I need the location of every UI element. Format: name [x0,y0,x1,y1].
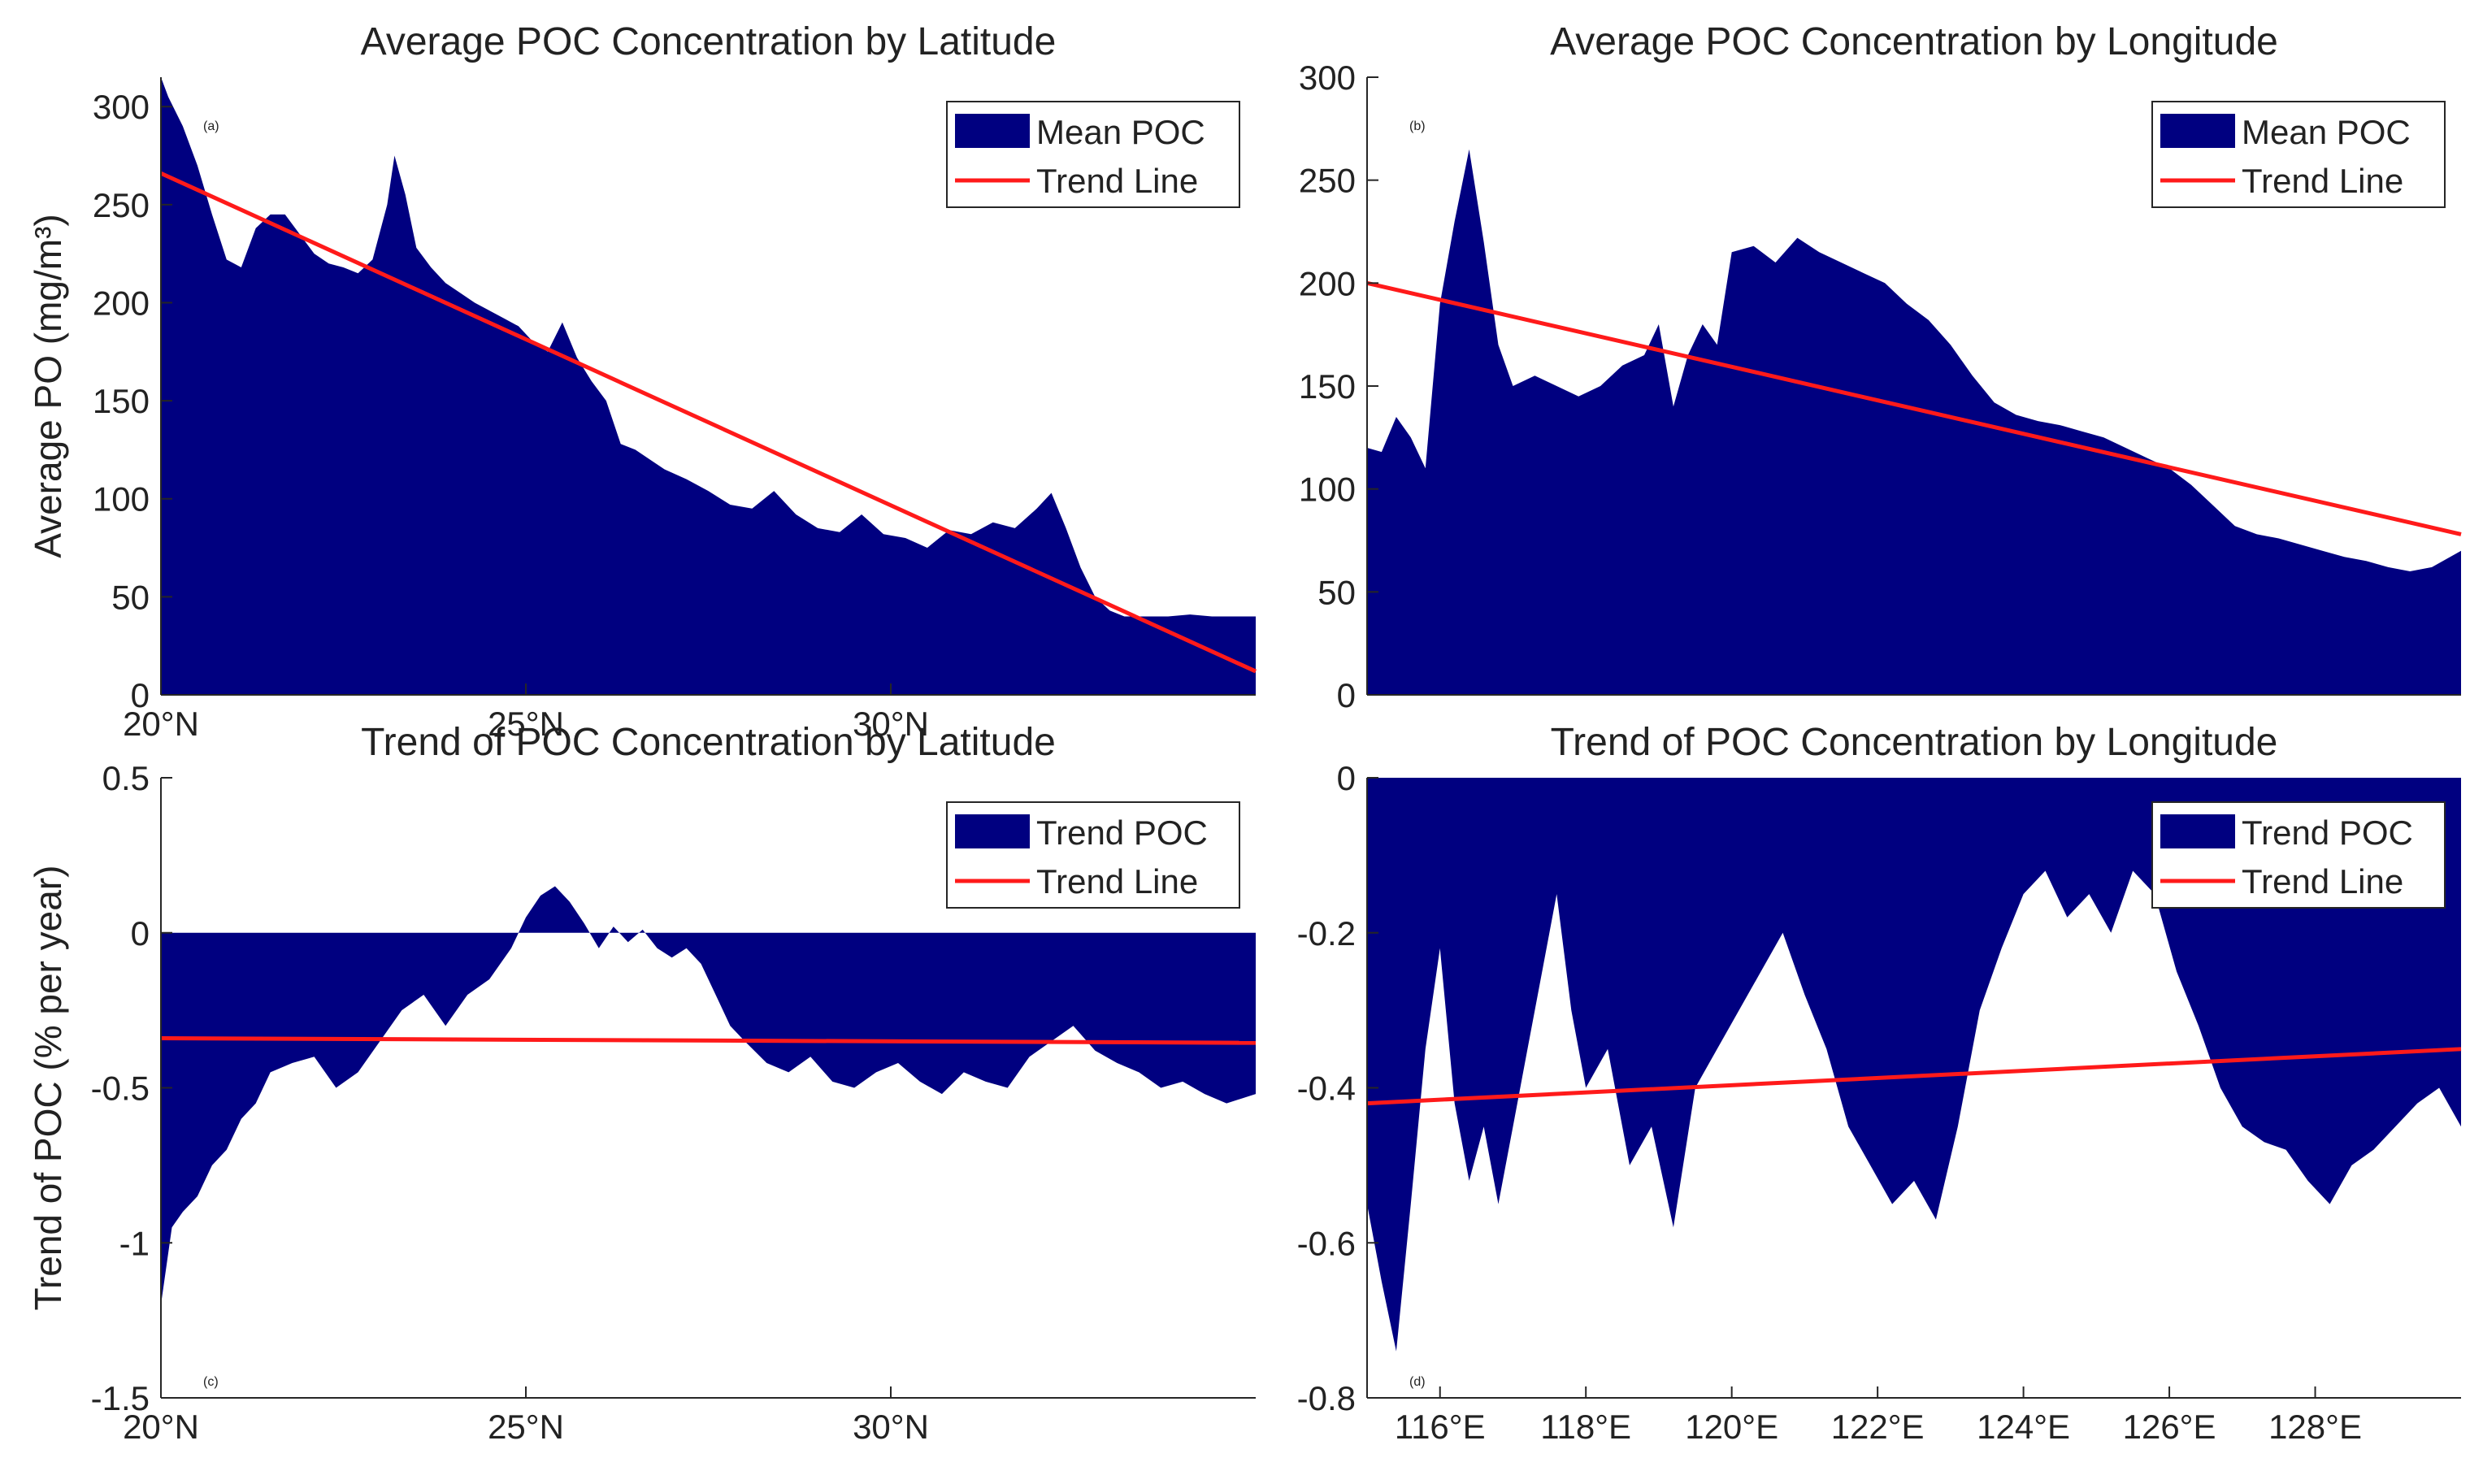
y-tick-label: 150 [93,382,150,420]
panel-label-b: (b) [1409,119,1426,133]
y-tick-label: 0 [131,914,150,952]
y-tick-label: 150 [1299,367,1356,406]
y-tick-label: 250 [1299,162,1356,200]
legend-d: Trend POC Trend Line [2151,801,2446,909]
y-tick-label: 300 [1299,59,1356,97]
trend-line-a [159,171,1257,674]
chart-title-a: Average POC Concentration by Latitude [361,20,1057,63]
legend-line-label: Trend Line [1036,162,1198,200]
x-tick-label: 30°N [853,1408,929,1446]
legend-a: Mean POC Trend Line [946,101,1240,208]
legend-area-label: Mean POC [1036,113,1205,151]
y-tick-label: 0 [1337,759,1356,797]
y-tick-label: -0.2 [1297,914,1356,952]
chart-panel-b: 0 50 100 150 200 250 300 Average POC Concentrat… [1299,20,2462,714]
panel-label-a: (a) [203,119,219,133]
y-tick-label: 300 [93,88,150,126]
panel-label-c: (c) [203,1375,219,1389]
trend-line-b [1366,280,2462,536]
chart-panel-c: -1.5 -1 -0.5 0 0.5 20°N 25°N 30°N Trend of POC C… [27,721,1257,1446]
legend-area-label: Trend POC [2242,814,2413,852]
y-tick-label: -0.8 [1297,1379,1356,1417]
x-tick-label: 116°E [1395,1408,1486,1446]
y-tick-label: 50 [1317,573,1356,611]
legend-c: Trend POC Trend Line [946,801,1240,909]
legend-line-label: Trend Line [2242,862,2403,900]
x-tick-label: 128°E [2268,1408,2362,1446]
legend-area-swatch [955,114,1030,148]
area-series-d [1367,778,2461,1352]
y-tick-label: 200 [1299,264,1356,302]
legend-area-label: Mean POC [2242,113,2411,151]
legend-area-swatch [2160,814,2235,848]
chart-title-c: Trend of POC Concentration by Latitude [361,721,1056,764]
x-tick-label: 126°E [2123,1408,2216,1446]
area-series-b [1367,149,2461,695]
legend-area-swatch [955,814,1030,848]
legend-line-label: Trend Line [1036,862,1198,900]
y-tick-label: 0 [131,676,150,714]
legend-b: Mean POC Trend Line [2151,101,2446,208]
chart-panel-a: 0 50 100 150 200 250 300 20°N 25°N 30°N Average PO… [27,20,1257,743]
legend-area-swatch [2160,114,2235,148]
x-tick-label: 120°E [1685,1408,1778,1446]
x-tick-label: 30°N [853,705,929,743]
x-tick-label: 25°N [488,1408,564,1446]
y-axis-label-c: Trend of POC (% per year) [27,866,69,1311]
y-tick-label: -1.5 [91,1379,150,1417]
y-tick-label: -0.4 [1297,1070,1356,1108]
y-axis-label-a: Average PO (mg/m³) [27,214,69,558]
y-tick-label: 100 [1299,471,1356,509]
x-tick-label: 124°E [1977,1408,2070,1446]
chart-panel-d: -0.8 -0.6 -0.4 -0.2 0 116°E 118°E 120°E 122°E 124… [1297,721,2462,1446]
trend-line-c [160,1035,1257,1045]
area-series-c [161,886,1256,1305]
y-tick-label: -0.6 [1297,1224,1356,1262]
x-tick-label: 20°N [123,705,199,743]
chart-title-b: Average POC Concentration by Longitude [1550,20,2278,63]
area-series-a [161,77,1256,695]
chart-title-d: Trend of POC Concentration by Longitude [1551,721,2278,764]
x-tick-label: 122°E [1831,1408,1925,1446]
trend-line-d [1366,1047,2462,1106]
y-tick-label: 0.5 [102,759,150,797]
x-tick-label: 118°E [1540,1408,1631,1446]
y-tick-label: 0 [1337,676,1356,714]
y-tick-label: -1 [119,1224,150,1262]
y-tick-label: 250 [93,186,150,224]
y-tick-label: 200 [93,284,150,322]
legend-area-label: Trend POC [1036,814,1208,852]
y-tick-label: 50 [111,578,150,616]
x-tick-label: 20°N [123,1408,199,1446]
legend-line-label: Trend Line [2242,162,2403,200]
panel-label-d: (d) [1409,1375,1426,1389]
x-tick-label: 25°N [488,705,564,743]
y-tick-label: -0.5 [91,1070,150,1108]
y-tick-label: 100 [93,480,150,519]
